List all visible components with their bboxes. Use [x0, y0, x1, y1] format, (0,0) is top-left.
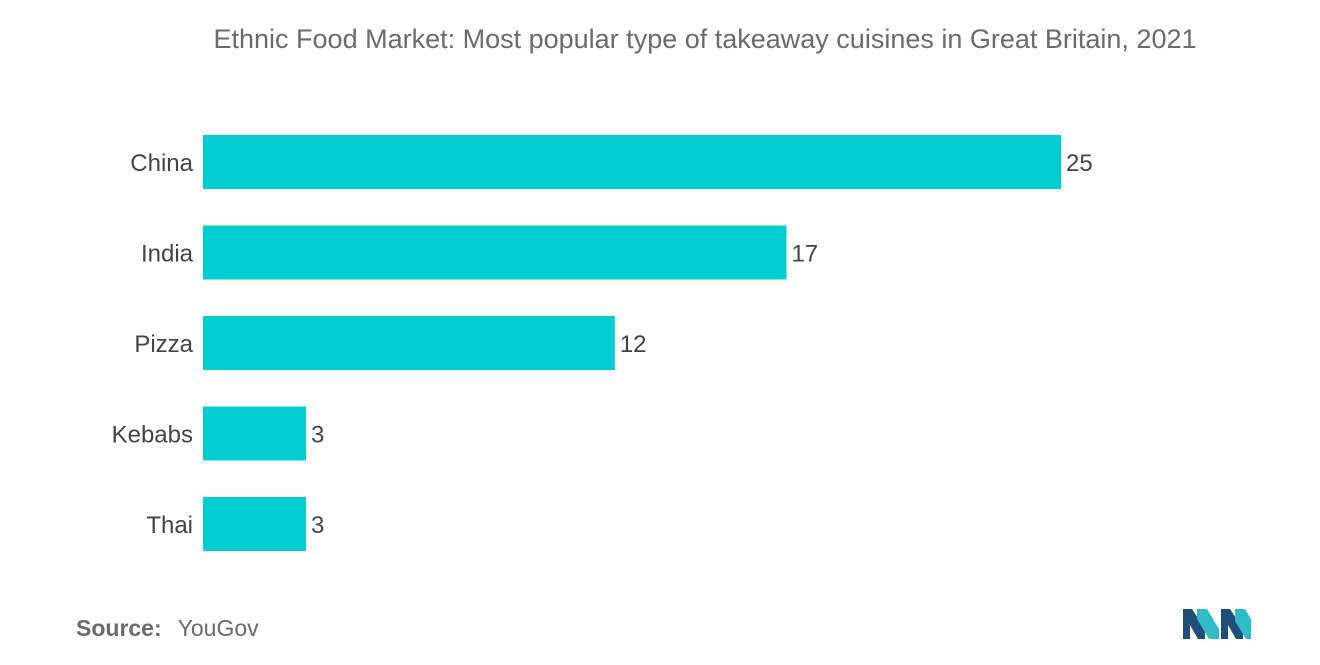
bar-value-label: 25: [1066, 150, 1093, 177]
bar-value-label: 12: [620, 331, 647, 358]
source-note: Source: YouGov: [76, 615, 259, 642]
bar-chart: China India Pizza Kebabs Thai 25 17 12 3 3: [112, 135, 1093, 551]
category-label: Kebabs: [112, 422, 193, 449]
category-labels: China India Pizza Kebabs Thai: [112, 150, 194, 539]
bar: [203, 316, 615, 370]
bar-value-label: 3: [311, 422, 324, 449]
category-label: India: [141, 241, 194, 268]
category-label: China: [130, 150, 193, 177]
bars: [203, 135, 1061, 551]
category-label: Thai: [146, 512, 193, 539]
bar: [203, 135, 1061, 189]
category-label: Pizza: [134, 331, 193, 358]
value-labels: 25 17 12 3 3: [311, 150, 1093, 539]
source-value: YouGov: [177, 615, 259, 641]
bar: [203, 497, 306, 551]
bar-value-label: 3: [311, 512, 324, 539]
chart-title: Ethnic Food Market: Most popular type of…: [213, 24, 1197, 54]
bar: [203, 406, 306, 461]
bar: [203, 225, 787, 280]
source-label: Source:: [76, 615, 162, 641]
mordor-logo-icon: [1183, 609, 1251, 639]
bar-value-label: 17: [791, 241, 818, 268]
